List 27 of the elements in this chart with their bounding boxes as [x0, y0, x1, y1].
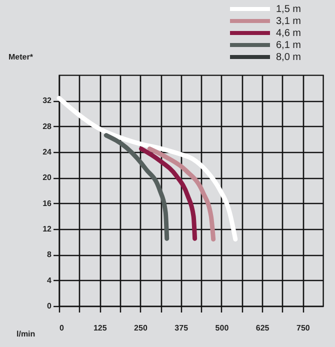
x-axis-title: l/min [16, 330, 36, 338]
line-series [147, 146, 216, 242]
x-tick-label: 375 [174, 324, 189, 332]
legend-label: 6,1 m [276, 40, 302, 51]
x-tick-label: 750 [296, 324, 310, 332]
x-tick-label: 250 [134, 324, 148, 332]
y-tick-label: 32 [42, 96, 52, 106]
legend-label: 3,1 m [276, 16, 302, 27]
y-tick-label: 28 [42, 122, 52, 131]
x-tick-label: 625 [256, 324, 270, 332]
y-tick-label: 12 [42, 224, 52, 234]
y-tick-label: 8 [47, 250, 52, 260]
x-tick-label: 500 [215, 324, 230, 332]
x-tick-label: 125 [93, 324, 108, 332]
legend-label: 1,5 m [276, 4, 302, 15]
y-axis-title: Meter* [8, 52, 34, 62]
y-tick-label: 0 [47, 302, 52, 310]
y-tick-label: 16 [42, 198, 52, 208]
y-tick-label: 4 [47, 276, 52, 285]
legend-label: 4,6 m [276, 28, 302, 39]
y-tick-label: 20 [42, 173, 52, 182]
line-series [138, 146, 198, 241]
legend-label: 8,0 m [276, 52, 302, 63]
y-tick-label: 24 [42, 148, 52, 156]
line-series [56, 96, 238, 242]
x-tick-label: 0 [60, 324, 64, 332]
line-series [104, 133, 170, 241]
